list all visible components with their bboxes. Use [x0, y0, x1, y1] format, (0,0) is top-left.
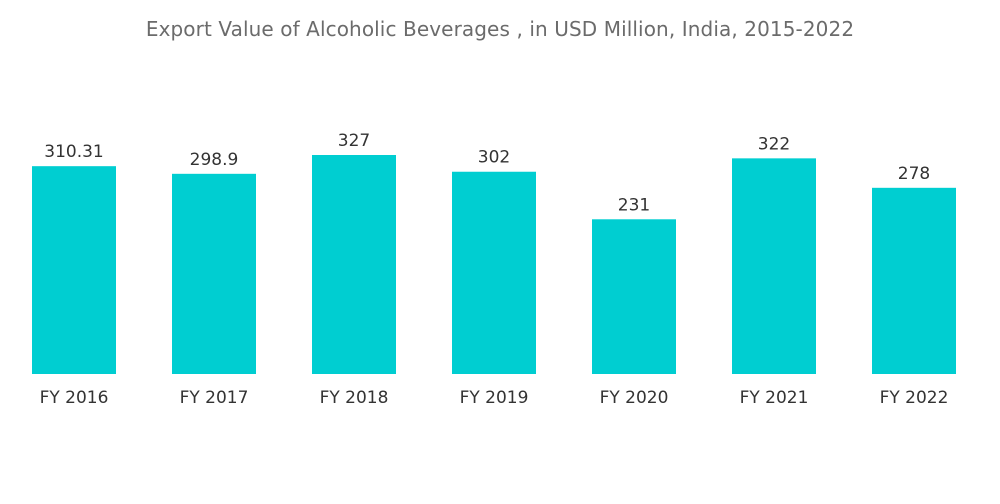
x-tick-label: FY 2016 — [40, 388, 109, 408]
bar-fy-2016 — [32, 166, 116, 374]
value-label: 302 — [478, 148, 510, 168]
x-tick-label: FY 2018 — [320, 388, 389, 408]
bars-group — [32, 155, 956, 374]
x-tick-label: FY 2020 — [600, 388, 669, 408]
bar-fy-2022 — [872, 187, 956, 374]
chart-title: Export Value of Alcoholic Beverages , in… — [145, 17, 855, 41]
x-tick-label: FY 2017 — [180, 388, 249, 408]
x-tick-labels-group: FY 2016 FY 2017 FY 2018 FY 2019 FY 2020 FY 20… — [40, 388, 949, 408]
value-label: 298.9 — [190, 150, 239, 170]
bar-fy-2018 — [312, 155, 396, 374]
value-label: 322 — [758, 134, 790, 154]
bar-fy-2021 — [732, 158, 816, 374]
value-label: 278 — [898, 164, 930, 184]
value-labels-group: 310.31 298.9 327 302 231 322 278 — [44, 131, 930, 215]
bar-fy-2019 — [452, 171, 536, 374]
value-label: 231 — [618, 195, 650, 215]
x-tick-label: FY 2019 — [460, 388, 529, 408]
value-label: 310.31 — [44, 142, 103, 162]
bar-fy-2017 — [172, 173, 256, 374]
x-tick-label: FY 2021 — [740, 388, 809, 408]
bar-fy-2020 — [592, 219, 676, 374]
value-label: 327 — [338, 131, 370, 151]
x-tick-label: FY 2022 — [880, 388, 949, 408]
